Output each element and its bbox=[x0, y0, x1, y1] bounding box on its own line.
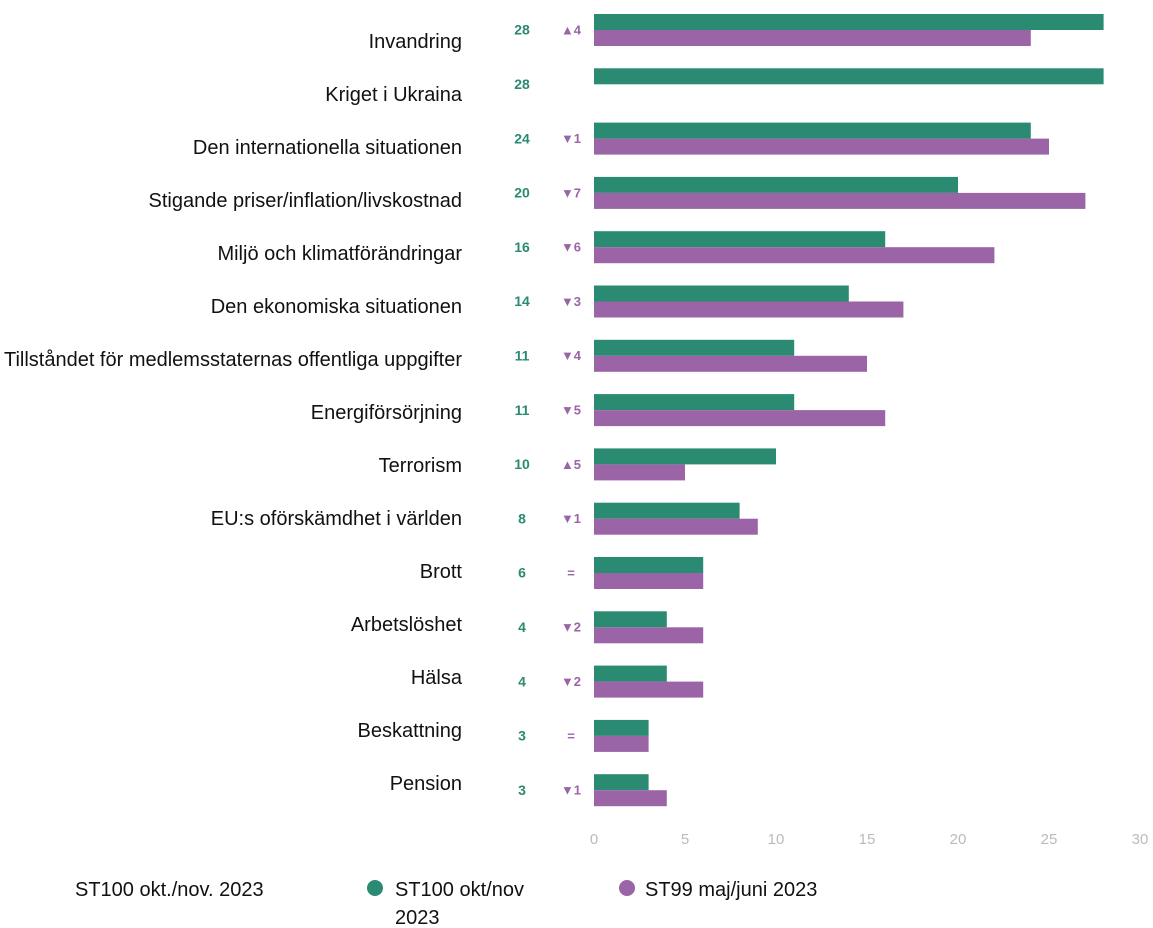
category-label: Pension bbox=[389, 773, 462, 795]
bar bbox=[594, 557, 704, 573]
value-label: 10 bbox=[514, 456, 530, 472]
bar bbox=[594, 464, 685, 481]
x-tick-label: 0 bbox=[590, 831, 598, 848]
bar bbox=[594, 138, 1049, 155]
change-label: = bbox=[567, 728, 575, 743]
bar bbox=[594, 719, 649, 736]
value-label: 28 bbox=[514, 76, 530, 92]
category-label: Kriget i Ukraina bbox=[325, 84, 462, 106]
bar bbox=[594, 681, 704, 698]
value-label: 11 bbox=[515, 348, 530, 364]
value-label: 16 bbox=[514, 239, 530, 255]
bar bbox=[594, 394, 795, 411]
category-label: Energiförsörjning bbox=[310, 402, 462, 424]
caption: ST100 okt./nov. 2023 bbox=[75, 879, 264, 901]
value-label: 20 bbox=[514, 185, 530, 201]
value-label: 3 bbox=[518, 782, 526, 798]
change-label: ▲5 bbox=[561, 457, 581, 472]
value-label: 4 bbox=[518, 619, 526, 635]
legend-marker bbox=[619, 880, 635, 896]
bar bbox=[594, 176, 958, 193]
bar bbox=[594, 122, 1031, 139]
bar bbox=[594, 627, 704, 644]
value-label: 28 bbox=[514, 22, 530, 38]
x-tick-label: 25 bbox=[1041, 831, 1058, 848]
change-label: = bbox=[567, 565, 575, 580]
x-tick-label: 30 bbox=[1132, 831, 1149, 848]
change-label: ▼1 bbox=[561, 131, 581, 146]
bar bbox=[594, 355, 867, 372]
change-label: ▼4 bbox=[561, 348, 582, 363]
bar bbox=[594, 518, 758, 535]
category-label: Invandring bbox=[368, 31, 462, 53]
category-label: Beskattning bbox=[357, 720, 462, 742]
category-label: Den internationella situationen bbox=[192, 137, 462, 159]
legend-label: ST99 maj/juni 2023 bbox=[645, 879, 818, 901]
bar bbox=[594, 231, 886, 248]
category-label: Hälsa bbox=[410, 667, 462, 689]
value-label: 3 bbox=[518, 728, 526, 744]
bar bbox=[594, 448, 776, 465]
bar bbox=[594, 301, 904, 318]
change-label: ▼1 bbox=[561, 511, 581, 526]
value-label: 11 bbox=[515, 402, 530, 418]
category-label: Terrorism bbox=[378, 455, 462, 477]
category-label: EU:s oförskämdhet i världen bbox=[210, 508, 462, 530]
change-label: ▼5 bbox=[561, 403, 581, 418]
bar bbox=[594, 774, 649, 791]
x-tick-label: 20 bbox=[950, 831, 967, 848]
bar bbox=[594, 573, 704, 589]
category-label: Tillståndet för medlemsstaternas offentl… bbox=[3, 349, 462, 371]
bar bbox=[594, 735, 649, 752]
category-label: Stigande priser/inflation/livskostnad bbox=[148, 190, 462, 212]
bar bbox=[594, 790, 667, 807]
bar bbox=[594, 611, 667, 628]
category-label: Miljö och klimatförändringar bbox=[217, 243, 462, 265]
change-label: ▼7 bbox=[561, 185, 581, 200]
value-label: 4 bbox=[518, 673, 526, 689]
bar bbox=[594, 192, 1086, 209]
bar bbox=[594, 30, 1031, 46]
bar bbox=[594, 339, 795, 356]
category-label: Arbetslöshet bbox=[350, 614, 462, 636]
change-label: ▼6 bbox=[561, 240, 581, 255]
category-labels: Invandring Kriget i Ukraina Den internatio… bbox=[0, 28, 462, 823]
value-label: 8 bbox=[518, 510, 526, 526]
bar bbox=[594, 410, 886, 427]
change-label: ▼3 bbox=[561, 294, 581, 309]
x-tick-label: 5 bbox=[681, 831, 689, 848]
change-label: ▼2 bbox=[561, 620, 581, 635]
bar bbox=[594, 665, 667, 682]
value-label: 24 bbox=[514, 130, 530, 146]
category-label: Brott bbox=[419, 561, 462, 583]
bar bbox=[594, 247, 995, 264]
category-label: Den ekonomiska situationen bbox=[210, 296, 462, 318]
bar bbox=[594, 502, 740, 519]
legend-label: ST100 okt/nov 2023 bbox=[395, 879, 524, 928]
change-label: ▲4 bbox=[561, 22, 582, 37]
bar bbox=[594, 68, 1104, 85]
x-tick-label: 10 bbox=[768, 831, 785, 848]
x-tick-label: 15 bbox=[859, 831, 876, 848]
bar bbox=[594, 14, 1104, 30]
change-label: ▼2 bbox=[561, 674, 581, 689]
change-label: ▼1 bbox=[561, 783, 581, 798]
legend-marker bbox=[367, 880, 383, 896]
bar bbox=[594, 285, 849, 302]
value-label: 14 bbox=[514, 293, 530, 309]
value-label: 6 bbox=[518, 565, 526, 581]
